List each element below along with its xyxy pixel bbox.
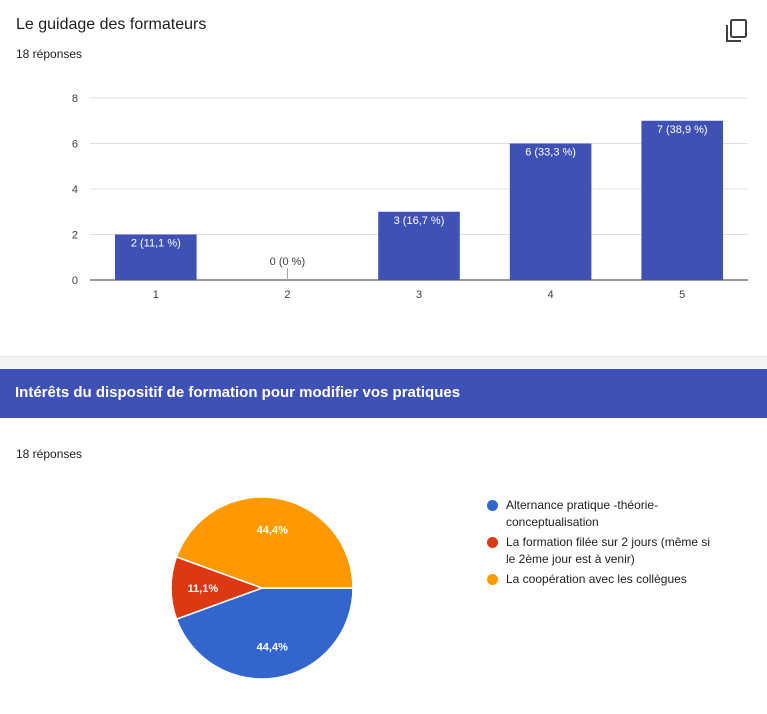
bar-chart-card: Le guidage des formateurs 18 réponses 0 2… (0, 0, 767, 356)
y-tick-label: 2 (72, 230, 78, 242)
bar (641, 120, 723, 280)
section-title: Intérêts du dispositif de formation pour… (15, 384, 461, 401)
pie-slice-label: 44,4% (257, 525, 288, 537)
bar-data-label: 0 (0 %) (270, 256, 305, 268)
pie-slice-label: 44,4% (257, 641, 288, 653)
legend-label: le 2ème jour est à venir) (506, 552, 635, 566)
y-tick-label: 8 (72, 93, 78, 105)
legend-label: La formation filée sur 2 jours (même si (506, 535, 711, 549)
pie-legend: Alternance pratique -théorie-conceptuali… (487, 497, 727, 591)
pie-slice (175, 496, 354, 589)
y-tick-label: 4 (72, 184, 78, 196)
section-separator (0, 356, 767, 370)
legend-item: La formation filée sur 2 jours (même si l… (487, 534, 727, 568)
legend-label: Alternance pratique -théorie- (506, 498, 659, 512)
pie-slice (175, 587, 354, 680)
bar (378, 211, 460, 280)
legend-label: conceptualisation (506, 515, 599, 529)
legend-label: La coopération avec les collègues (506, 572, 687, 586)
y-tick-label: 6 (72, 139, 78, 151)
legend-swatch (487, 537, 498, 548)
x-tick-label: 3 (416, 289, 422, 301)
x-tick-label: 4 (548, 289, 554, 301)
pie-slice-label: 11,1% (188, 583, 219, 595)
x-tick-label: 5 (679, 289, 685, 301)
x-tick-label: 1 (153, 289, 159, 301)
bar-data-label: 2 (11,1 %) (131, 238, 181, 250)
question-title: Le guidage des formateurs (16, 16, 207, 33)
y-tick-label: 0 (72, 275, 78, 287)
legend-item: La coopération avec les collègues (487, 571, 727, 588)
response-count: 18 réponses (16, 47, 83, 61)
response-count-2: 18 réponses (16, 447, 83, 461)
bar (509, 143, 592, 280)
bar (115, 234, 197, 280)
legend-swatch (487, 500, 498, 511)
x-tick-label: 2 (284, 289, 290, 301)
section-header: Intérêts du dispositif de formation pour… (0, 369, 767, 418)
legend-item: Alternance pratique -théorie-conceptuali… (487, 497, 727, 531)
copy-icon[interactable] (723, 18, 749, 44)
bar-data-label: 7 (38,9 %) (657, 124, 708, 136)
pie-slice (170, 555, 265, 621)
bar-data-label: 3 (16,7 %) (394, 215, 445, 227)
bar-data-label: 6 (33,3 %) (525, 147, 576, 159)
legend-swatch (487, 574, 498, 585)
bar-chart: 0 2 4 6 8 2 (11,1 %) 1 0 (0 %) 2 3 (16,7 %) 3 6 (33… (72, 93, 748, 301)
